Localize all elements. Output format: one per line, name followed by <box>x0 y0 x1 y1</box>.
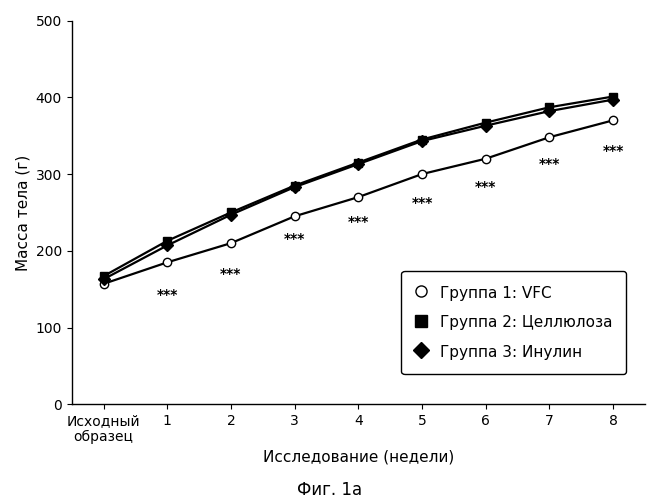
Text: ***: *** <box>603 144 624 158</box>
Группа 3: Инулин: (7, 382): Инулин: (7, 382) <box>545 108 553 114</box>
Группа 2: Целлюлоза: (4, 315): Целлюлоза: (4, 315) <box>354 160 362 166</box>
X-axis label: Исследование (недели): Исследование (недели) <box>263 450 454 465</box>
Text: ***: *** <box>539 157 560 171</box>
Text: ***: *** <box>348 214 369 228</box>
Группа 3: Инулин: (6, 363): Инулин: (6, 363) <box>482 122 490 128</box>
Группа 3: Инулин: (4, 313): Инулин: (4, 313) <box>354 161 362 167</box>
Line: Группа 1: VFC: Группа 1: VFC <box>100 116 617 288</box>
Text: ***: *** <box>156 288 178 302</box>
Line: Группа 3: Инулин: Группа 3: Инулин <box>100 96 617 284</box>
Группа 3: Инулин: (3, 283): Инулин: (3, 283) <box>290 184 298 190</box>
Группа 2: Целлюлоза: (5, 345): Целлюлоза: (5, 345) <box>418 136 426 142</box>
Группа 1: VFC: (5, 300): VFC: (5, 300) <box>418 171 426 177</box>
Группа 1: VFC: (4, 270): VFC: (4, 270) <box>354 194 362 200</box>
Группа 1: VFC: (6, 320): VFC: (6, 320) <box>482 156 490 162</box>
Группа 3: Инулин: (5, 343): Инулин: (5, 343) <box>418 138 426 144</box>
Группа 2: Целлюлоза: (3, 285): Целлюлоза: (3, 285) <box>290 182 298 188</box>
Группа 3: Инулин: (1, 207): Инулин: (1, 207) <box>163 242 171 248</box>
Группа 1: VFC: (1, 185): VFC: (1, 185) <box>163 260 171 266</box>
Группа 1: VFC: (0, 157): VFC: (0, 157) <box>100 281 108 287</box>
Legend: Группа 1: VFC, Группа 2: Целлюлоза, Группа 3: Инулин: Группа 1: VFC, Группа 2: Целлюлоза, Груп… <box>401 271 626 374</box>
Группа 3: Инулин: (2, 247): Инулин: (2, 247) <box>227 212 235 218</box>
Группа 2: Целлюлоза: (2, 250): Целлюлоза: (2, 250) <box>227 210 235 216</box>
Text: ***: *** <box>475 180 496 194</box>
Line: Группа 2: Целлюлоза: Группа 2: Целлюлоза <box>100 92 617 280</box>
Группа 3: Инулин: (8, 397): Инулин: (8, 397) <box>609 96 617 102</box>
Группа 2: Целлюлоза: (7, 387): Целлюлоза: (7, 387) <box>545 104 553 110</box>
Группа 2: Целлюлоза: (8, 401): Целлюлоза: (8, 401) <box>609 94 617 100</box>
Группа 1: VFC: (7, 348): VFC: (7, 348) <box>545 134 553 140</box>
Группа 2: Целлюлоза: (0, 167): Целлюлоза: (0, 167) <box>100 273 108 279</box>
Text: ***: *** <box>284 232 306 246</box>
Text: Фиг. 1а: Фиг. 1а <box>298 481 362 499</box>
Text: ***: *** <box>411 196 433 210</box>
Группа 1: VFC: (8, 370): VFC: (8, 370) <box>609 118 617 124</box>
Группа 1: VFC: (2, 210): VFC: (2, 210) <box>227 240 235 246</box>
Группа 1: VFC: (3, 245): VFC: (3, 245) <box>290 214 298 220</box>
Группа 3: Инулин: (0, 163): Инулин: (0, 163) <box>100 276 108 282</box>
Y-axis label: Масса тела (г): Масса тела (г) <box>15 154 30 270</box>
Text: ***: *** <box>220 267 242 281</box>
Группа 2: Целлюлоза: (6, 367): Целлюлоза: (6, 367) <box>482 120 490 126</box>
Группа 2: Целлюлоза: (1, 213): Целлюлоза: (1, 213) <box>163 238 171 244</box>
